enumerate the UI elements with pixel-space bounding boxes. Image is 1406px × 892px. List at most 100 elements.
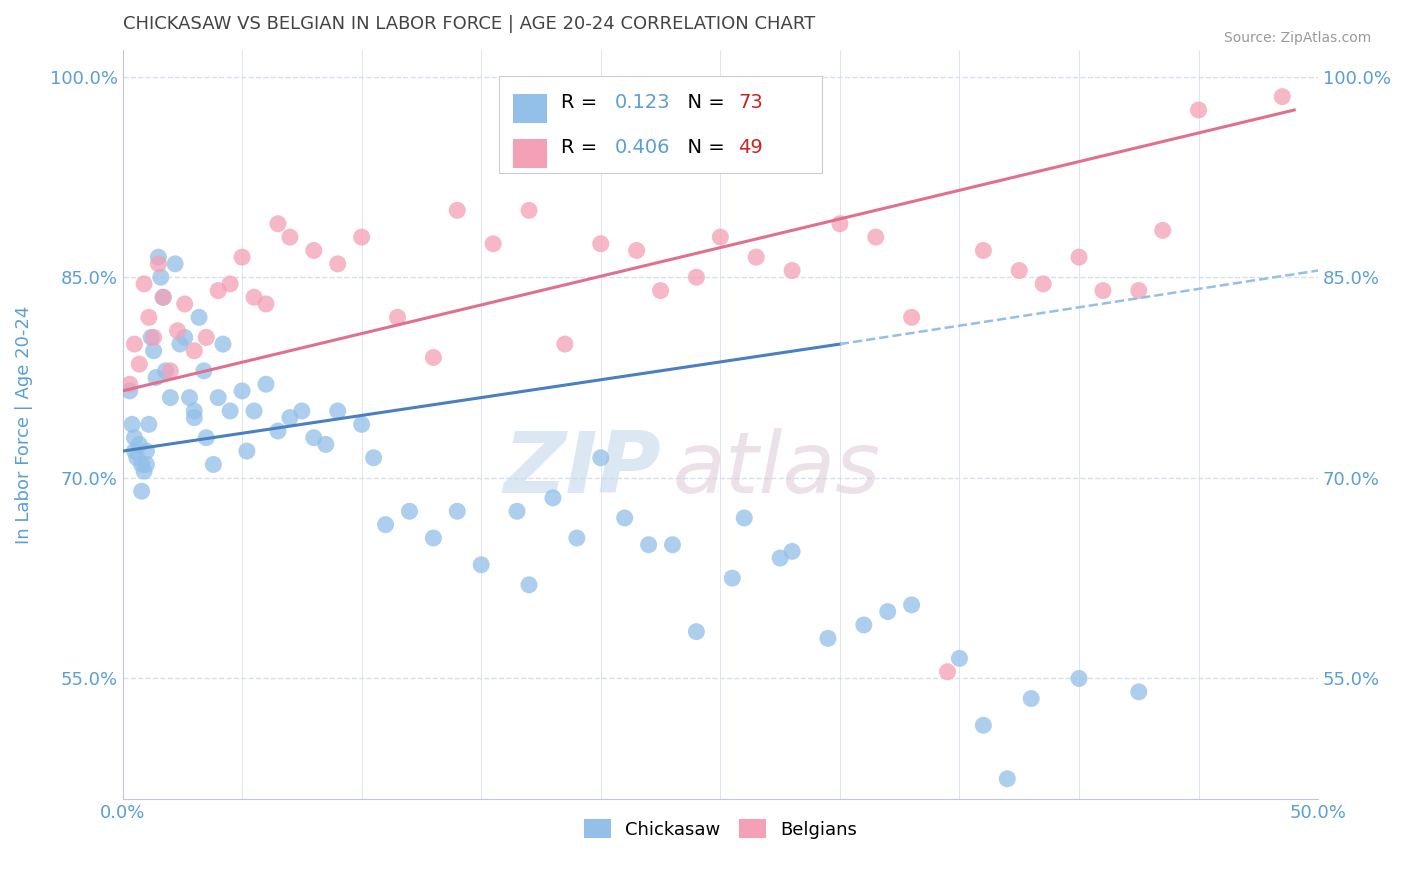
Point	[780, 263, 803, 277]
Point	[422, 351, 444, 365]
Point	[278, 410, 301, 425]
Point	[183, 410, 205, 425]
Point	[936, 665, 959, 679]
Point	[155, 364, 177, 378]
Point	[179, 391, 201, 405]
Point	[398, 504, 420, 518]
Point	[865, 230, 887, 244]
Text: 0.406: 0.406	[614, 137, 671, 157]
Point	[1067, 250, 1090, 264]
Point	[219, 404, 242, 418]
Point	[243, 290, 266, 304]
Point	[267, 424, 290, 438]
Point	[207, 284, 229, 298]
Text: CHICKASAW VS BELGIAN IN LABOR FORCE | AGE 20-24 CORRELATION CHART: CHICKASAW VS BELGIAN IN LABOR FORCE | AG…	[122, 15, 815, 33]
Point	[876, 605, 898, 619]
Point	[124, 431, 146, 445]
Point	[302, 244, 325, 258]
Point	[118, 384, 141, 398]
Point	[780, 544, 803, 558]
Point	[135, 444, 157, 458]
Point	[972, 244, 994, 258]
Point	[212, 337, 235, 351]
Text: N =: N =	[675, 93, 731, 112]
Point	[291, 404, 314, 418]
Point	[132, 277, 155, 291]
Point	[159, 391, 181, 405]
Point	[1152, 223, 1174, 237]
Point	[207, 391, 229, 405]
Point	[132, 464, 155, 478]
Point	[948, 651, 970, 665]
Point	[152, 290, 174, 304]
Point	[589, 450, 612, 465]
Point	[138, 417, 160, 432]
Point	[554, 337, 576, 351]
Point	[254, 297, 277, 311]
Point	[374, 517, 396, 532]
Point	[173, 330, 195, 344]
Point	[166, 324, 188, 338]
Point	[650, 284, 672, 298]
Point	[685, 270, 707, 285]
Point	[1128, 685, 1150, 699]
Point	[135, 458, 157, 472]
Point	[1067, 672, 1090, 686]
FancyBboxPatch shape	[499, 76, 823, 173]
Point	[817, 632, 839, 646]
Text: R =: R =	[561, 137, 603, 157]
Point	[589, 236, 612, 251]
Point	[995, 772, 1018, 786]
Point	[141, 330, 163, 344]
Point	[193, 364, 215, 378]
Point	[142, 330, 165, 344]
Point	[128, 437, 150, 451]
Point	[169, 337, 191, 351]
Point	[148, 257, 170, 271]
Text: N =: N =	[675, 137, 731, 157]
Point	[278, 230, 301, 244]
Point	[121, 417, 143, 432]
Point	[482, 236, 505, 251]
Point	[231, 384, 253, 398]
Point	[173, 297, 195, 311]
Point	[131, 484, 153, 499]
Point	[565, 531, 588, 545]
Point	[517, 203, 540, 218]
Point	[267, 217, 290, 231]
Point	[183, 404, 205, 418]
Point	[828, 217, 851, 231]
Point	[721, 571, 744, 585]
Point	[613, 511, 636, 525]
Point	[1271, 89, 1294, 103]
Legend: Chickasaw, Belgians: Chickasaw, Belgians	[576, 813, 865, 846]
Bar	[513, 94, 547, 123]
Point	[188, 310, 211, 325]
Point	[254, 377, 277, 392]
Point	[517, 578, 540, 592]
Point	[118, 377, 141, 392]
Point	[900, 598, 922, 612]
Point	[183, 343, 205, 358]
Point	[422, 531, 444, 545]
Point	[1008, 263, 1031, 277]
Text: 73: 73	[738, 93, 763, 112]
Point	[195, 330, 218, 344]
Point	[1032, 277, 1054, 291]
Point	[326, 404, 349, 418]
Point	[159, 364, 181, 378]
Point	[637, 538, 659, 552]
Point	[446, 504, 468, 518]
Point	[506, 504, 529, 518]
Point	[124, 337, 146, 351]
Point	[363, 450, 385, 465]
Point	[195, 431, 218, 445]
Point	[149, 270, 172, 285]
Point	[745, 250, 768, 264]
Text: 49: 49	[738, 137, 763, 157]
Point	[661, 538, 683, 552]
Point	[685, 624, 707, 639]
Point	[350, 230, 373, 244]
Point	[446, 203, 468, 218]
Point	[152, 290, 174, 304]
